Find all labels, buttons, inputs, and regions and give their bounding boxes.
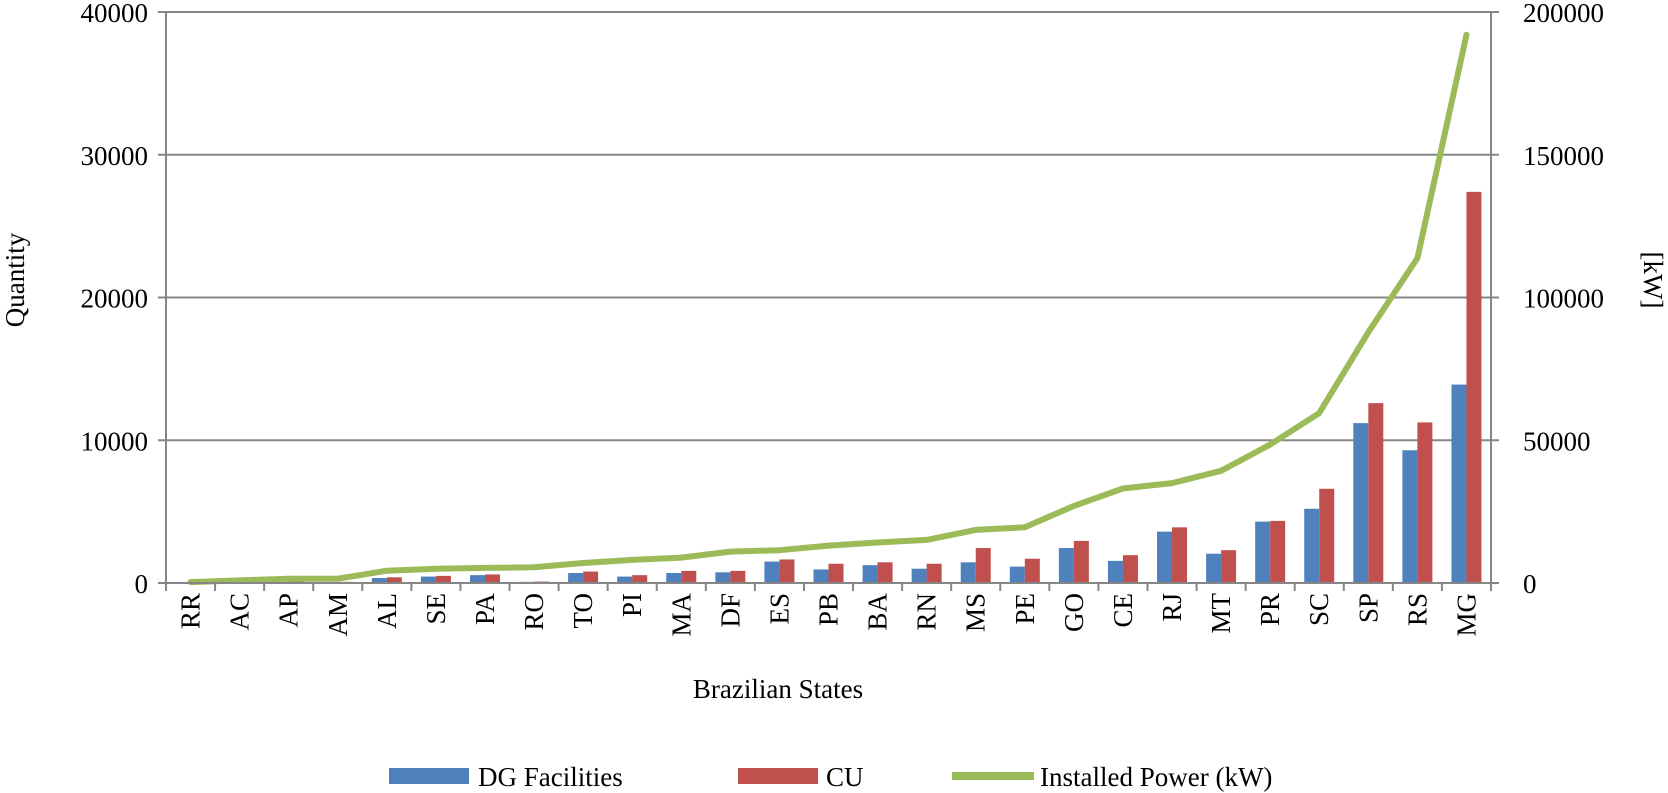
bar-dg-facilities-mg	[1451, 384, 1467, 583]
bar-cu-mg	[1466, 191, 1482, 584]
bar-cu-sc	[1319, 488, 1335, 583]
bar-dg-facilities-go	[1058, 548, 1074, 583]
x-tick-label-mt: MT	[1206, 592, 1236, 633]
y-tick-label-10000: 10000	[81, 426, 149, 456]
x-tick-label-pa: PA	[470, 593, 500, 626]
x-tick-label-sp: SP	[1353, 593, 1383, 623]
x-tick-label-pr: PR	[1255, 593, 1285, 626]
x-axis-title: Brazilian States	[693, 674, 863, 704]
y2-tick-label-50000: 50000	[1523, 426, 1591, 456]
x-tick-label-to: TO	[568, 593, 598, 629]
x-tick-label-mg: MG	[1452, 593, 1482, 637]
installed-power-line	[187, 31, 1470, 586]
bar-dg-facilities-mt	[1206, 553, 1222, 583]
x-tick-label-go: GO	[1059, 593, 1089, 632]
x-tick-label-df: DF	[715, 593, 745, 628]
x-tick-label-pi: PI	[617, 593, 647, 617]
bar-cu-ba	[877, 562, 893, 583]
y-tick-label-0: 0	[135, 569, 149, 599]
y2-tick-label-200000: 200000	[1523, 0, 1604, 28]
bar-dg-facilities-se	[420, 576, 436, 583]
line-installed-power-kw	[187, 31, 1470, 586]
bar-cu-sp	[1368, 403, 1384, 583]
bar-cu-ce	[1122, 555, 1138, 583]
x-tick-label-ms: MS	[961, 593, 991, 632]
y2-tick-label-150000: 150000	[1523, 141, 1604, 171]
x-tick-label-ac: AC	[225, 593, 255, 631]
y-tick-label-40000: 40000	[81, 0, 149, 28]
bar-dg-facilities-pb	[813, 569, 829, 583]
y-tick-label-20000: 20000	[81, 284, 149, 314]
bar-dg-facilities-pr	[1255, 521, 1271, 583]
y2-tick-label-100000: 100000	[1523, 284, 1604, 314]
bar-dg-facilities-ce	[1107, 560, 1123, 583]
legend-label-dg-facilities: DG Facilities	[478, 762, 623, 792]
bar-dg-facilities-pi	[617, 576, 633, 583]
x-tick-label-ap: AP	[274, 593, 304, 628]
x-tick-label-ba: BA	[863, 593, 893, 631]
bar-dg-facilities-ba	[862, 565, 878, 583]
x-tick-label-sc: SC	[1304, 593, 1334, 626]
bar-dg-facilities-sp	[1353, 423, 1369, 583]
bar-dg-facilities-ma	[666, 573, 682, 583]
grid-lines	[166, 11, 1491, 442]
bar-cu-to	[583, 571, 599, 583]
bar-dg-facilities-rj	[1157, 531, 1173, 583]
legend-swatch-cu	[738, 768, 818, 784]
y-axis-title: Quantity	[0, 232, 30, 327]
legend-label-installed-power: Installed Power (kW)	[1040, 762, 1272, 792]
bar-dg-facilities-to	[568, 573, 584, 583]
bar-dg-facilities-rn	[911, 568, 927, 583]
bar-cu-se	[435, 575, 451, 583]
x-tick-label-al: AL	[372, 593, 402, 629]
x-tick-label-ro: RO	[519, 593, 549, 631]
bar-dg-facilities-rs	[1402, 450, 1418, 583]
bar-cu-rj	[1172, 527, 1188, 583]
bars	[175, 191, 1482, 584]
legend: DG Facilities CU Installed Power (kW)	[389, 762, 1272, 792]
x-tick-label-rs: RS	[1402, 593, 1432, 626]
bar-cu-es	[779, 559, 795, 583]
x-tick-label-am: AM	[323, 593, 353, 637]
bar-dg-facilities-df	[715, 572, 731, 583]
x-tick-label-pb: PB	[814, 593, 844, 626]
x-tick-label-ma: MA	[666, 593, 696, 637]
bar-cu-pi	[632, 575, 648, 583]
x-tick-label-rr: RR	[176, 593, 206, 629]
bar-cu-pr	[1270, 520, 1286, 583]
bar-cu-df	[730, 570, 746, 583]
bar-cu-ma	[681, 570, 697, 583]
bar-cu-go	[1073, 540, 1089, 583]
bar-cu-al	[386, 577, 402, 583]
x-tick-label-rj: RJ	[1157, 593, 1187, 622]
bar-cu-mt	[1221, 550, 1237, 583]
bar-cu-rs	[1417, 422, 1433, 583]
x-tick-label-es: ES	[764, 593, 794, 625]
x-tick-label-rn: RN	[912, 593, 942, 631]
y2-axis-title: [kW]	[1638, 252, 1668, 309]
axes: 0 0 10000 50000 20000 100000 30000 150000 40000 2…	[81, 0, 1605, 637]
bar-dg-facilities-es	[764, 561, 780, 583]
x-tick-label-pe: PE	[1010, 593, 1040, 625]
y-tick-label-30000: 30000	[81, 141, 149, 171]
y2-tick-label-0: 0	[1523, 569, 1537, 599]
x-tick-label-se: SE	[421, 593, 451, 625]
bar-cu-pa	[484, 574, 500, 583]
bar-dg-facilities-ms	[960, 562, 976, 583]
bar-dg-facilities-al	[371, 578, 387, 583]
bar-dg-facilities-pa	[469, 575, 485, 583]
legend-label-cu: CU	[826, 762, 864, 792]
bar-cu-pe	[1024, 558, 1040, 583]
bar-dg-facilities-pe	[1009, 566, 1025, 583]
bar-dg-facilities-sc	[1304, 508, 1320, 583]
legend-swatch-dg-facilities	[389, 768, 469, 784]
bar-cu-pb	[828, 563, 844, 583]
bar-cu-rn	[926, 563, 942, 583]
bar-cu-ms	[975, 548, 991, 583]
x-tick-label-ce: CE	[1108, 593, 1138, 628]
